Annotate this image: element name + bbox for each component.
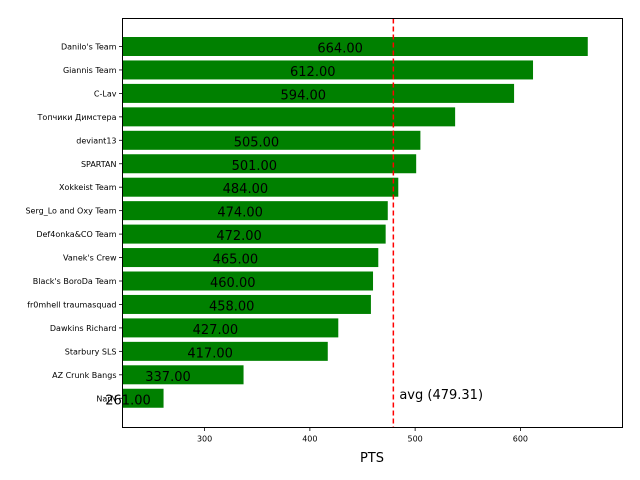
y-tick-label: fr0mhell traumasquad — [27, 300, 116, 309]
average-line-label: avg (479.31) — [399, 388, 483, 403]
x-tick-label: 300 — [197, 435, 212, 444]
bars-layer — [122, 37, 588, 408]
bar-value-label: 417.00 — [187, 346, 233, 361]
average-line-group: avg (479.31) — [392, 18, 483, 428]
y-tick-label: C-Lav — [94, 89, 117, 98]
bar — [122, 107, 456, 127]
bar — [122, 271, 374, 291]
bar-value-label: 337.00 — [145, 370, 191, 385]
bar — [122, 83, 515, 103]
bar — [122, 365, 244, 385]
y-tick-label: Serg_Lo and Oxy Team — [25, 207, 116, 216]
y-tick-label: Starbury SLS — [65, 347, 117, 356]
bar — [122, 60, 534, 80]
bar-value-label: 484.00 — [223, 182, 269, 197]
y-tick-label: Black's BoroDa Team — [33, 277, 117, 286]
bar — [122, 294, 371, 314]
y-tick-label: SPARTAN — [81, 160, 117, 169]
y-axis-ticks: Danilo's Team Giannis Team C-Lav Топчики Ди… — [25, 43, 123, 403]
bar-value-label: 505.00 — [234, 135, 280, 150]
y-tick-label: Vanek's Crew — [63, 254, 117, 263]
y-tick-label: Xokkeist Team — [59, 183, 117, 192]
bar-value-label: 664.00 — [317, 42, 363, 57]
y-tick-label: Danilo's Team — [61, 43, 117, 52]
x-axis-ticks: 300 400 500 600 — [197, 427, 528, 444]
bar — [122, 248, 379, 268]
y-tick-label: Def4onka&CO Team — [36, 230, 116, 239]
y-tick-label: NarN — [96, 394, 116, 403]
bar-value-labels: 664.00 612.00 594.00 505.00 501.00 484.00 474.… — [105, 42, 363, 409]
bar-value-label: 465.00 — [213, 253, 259, 268]
bar-value-label: 261.00 — [105, 393, 151, 408]
bar — [122, 130, 421, 150]
x-tick-label: 400 — [302, 435, 317, 444]
y-tick-label: Giannis Team — [63, 66, 117, 75]
bar — [122, 154, 417, 174]
bar-value-label: 594.00 — [281, 88, 327, 103]
bar-value-label: 458.00 — [209, 299, 255, 314]
bar-value-label: 427.00 — [193, 323, 239, 338]
bar-value-label: 460.00 — [210, 276, 256, 291]
bar — [122, 177, 399, 197]
y-tick-label: deviant13 — [76, 136, 116, 145]
bar-value-label: 612.00 — [290, 65, 336, 80]
bar — [122, 224, 386, 244]
bar — [122, 318, 339, 338]
y-tick-label: AZ Crunk Bangs — [52, 371, 116, 380]
bar — [122, 341, 328, 361]
y-tick-label: Dawkins Richard — [50, 324, 117, 333]
x-tick-label: 500 — [407, 435, 422, 444]
bar-value-label: 501.00 — [232, 159, 278, 174]
plot-frame — [122, 18, 623, 428]
bar-value-label: 474.00 — [217, 206, 263, 221]
bar — [122, 37, 588, 56]
bar — [122, 201, 388, 221]
x-axis-label: PTS — [360, 451, 384, 466]
x-tick-label: 600 — [513, 435, 528, 444]
bar-value-label: 472.00 — [216, 229, 262, 244]
y-tick-label: Топчики Димстера — [37, 113, 117, 122]
bar — [122, 388, 164, 408]
